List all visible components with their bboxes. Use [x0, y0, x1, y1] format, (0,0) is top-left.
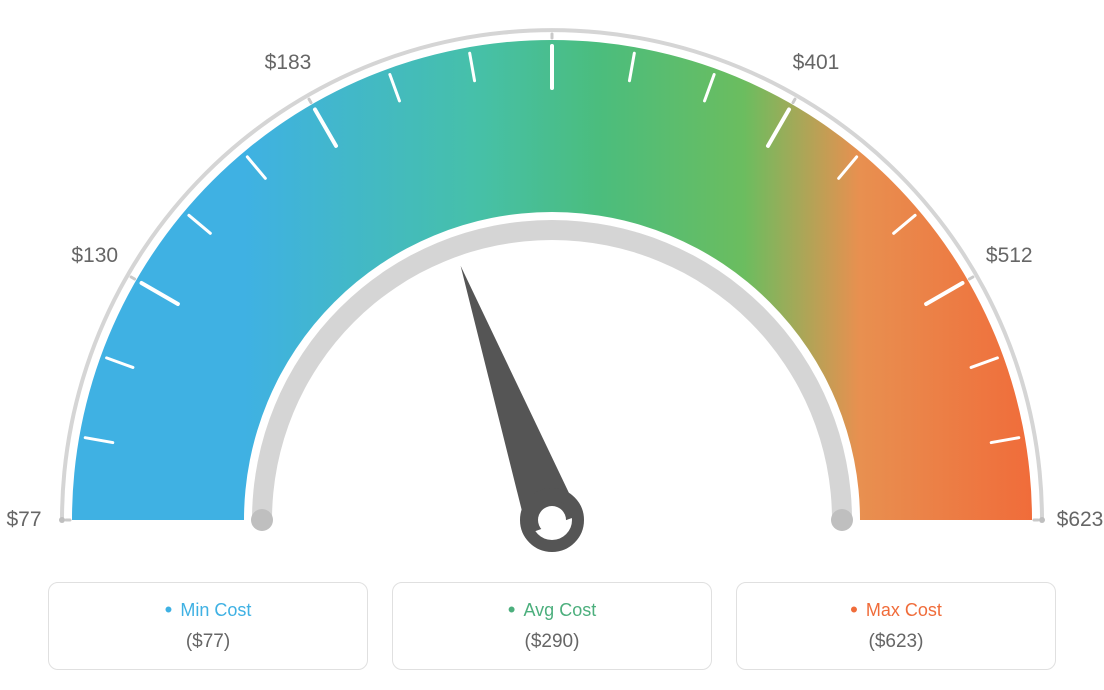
- gauge-tick-label: $401: [793, 51, 840, 75]
- legend-min-label: Min Cost: [59, 597, 357, 623]
- legend-avg-value: ($290): [403, 631, 701, 653]
- legend-max-label: Max Cost: [747, 597, 1045, 623]
- legend-card-max: Max Cost ($623): [736, 582, 1056, 670]
- gauge-tick-label: $183: [265, 51, 312, 75]
- legend-card-min: Min Cost ($77): [48, 582, 368, 670]
- legend-max-value: ($623): [747, 631, 1045, 653]
- legend-avg-label: Avg Cost: [403, 597, 701, 623]
- gauge-tick-label: $290: [529, 0, 576, 4]
- gauge-tick-label: $130: [71, 244, 118, 268]
- gauge-tick-label: $512: [986, 244, 1033, 268]
- gauge-svg: [0, 0, 1104, 570]
- legend-row: Min Cost ($77) Avg Cost ($290) Max Cost …: [0, 582, 1104, 670]
- legend-min-value: ($77): [59, 631, 357, 653]
- gauge-tick-label: $623: [1057, 508, 1104, 532]
- gauge-chart: $77 $130 $183 $290 $401 $512 $623: [0, 0, 1104, 570]
- gauge-tick-label: $77: [6, 508, 41, 532]
- legend-card-avg: Avg Cost ($290): [392, 582, 712, 670]
